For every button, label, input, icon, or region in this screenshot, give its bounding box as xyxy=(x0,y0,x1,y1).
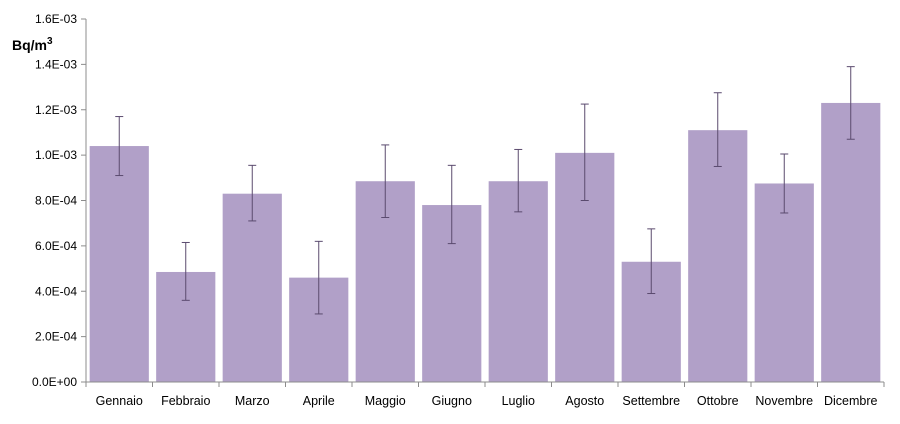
x-tick-label-febbraio: Febbraio xyxy=(161,394,210,408)
y-axis-unit-text: Bq/m xyxy=(12,37,47,53)
y-tick-label: 1.0E-03 xyxy=(35,148,77,162)
x-tick-label-luglio: Luglio xyxy=(502,394,535,408)
error-bar-dicembre xyxy=(846,66,855,140)
error-bar-febbraio xyxy=(181,241,190,301)
x-tick-label-dicembre: Dicembre xyxy=(824,394,878,408)
x-tick-label-ottobre: Ottobre xyxy=(697,394,739,408)
error-bar-gennaio xyxy=(115,116,124,177)
x-tick-label-gennaio: Gennaio xyxy=(96,394,143,408)
error-bar-ottobre xyxy=(713,92,722,167)
bar-gennaio xyxy=(89,146,149,382)
bar-dicembre xyxy=(821,102,881,382)
x-tick-label-agosto: Agosto xyxy=(565,394,604,408)
x-tick-label-marzo: Marzo xyxy=(235,394,270,408)
x-tick-label-maggio: Maggio xyxy=(365,394,406,408)
error-bar-giugno xyxy=(447,164,456,245)
y-axis-unit-label: Bq/m3 xyxy=(12,36,53,53)
error-bar-novembre xyxy=(780,153,789,214)
error-bar-maggio xyxy=(381,144,390,219)
y-tick-labels: 0.0E+00 2.0E-04 4.0E-04 6.0E-04 8.0E-04 1.0E-… xyxy=(32,12,77,389)
bar-luglio xyxy=(488,181,548,382)
bar-ottobre xyxy=(688,130,748,382)
y-tick-label: 1.4E-03 xyxy=(35,57,77,71)
y-tick-label: 1.2E-03 xyxy=(35,103,77,117)
error-bar-luglio xyxy=(514,148,523,213)
error-bars-group xyxy=(115,66,855,315)
x-tick-label-aprile: Aprile xyxy=(303,394,335,408)
error-bar-agosto xyxy=(580,103,589,201)
bars-group xyxy=(89,102,881,382)
y-tick-label: 2.0E-04 xyxy=(35,330,77,344)
y-tick-label: 4.0E-04 xyxy=(35,284,77,298)
error-bar-settembre xyxy=(647,228,656,295)
y-tick-label: 8.0E-04 xyxy=(35,194,77,208)
y-tick-label: 1.6E-03 xyxy=(35,12,77,26)
error-bar-aprile xyxy=(314,240,323,315)
bar-marzo xyxy=(222,193,282,382)
x-tick-label-novembre: Novembre xyxy=(755,394,813,408)
y-axis-unit-superscript: 3 xyxy=(47,36,53,47)
error-bar-marzo xyxy=(248,164,257,222)
x-tick-label-giugno: Giugno xyxy=(432,394,472,408)
x-tick-labels: Gennaio Febbraio Marzo Aprile Maggio Giugno Lu… xyxy=(96,394,878,408)
x-tick-label-settembre: Settembre xyxy=(622,394,680,408)
y-tick-label: 0.0E+00 xyxy=(32,375,77,389)
bar-novembre xyxy=(754,183,814,382)
axes-group xyxy=(81,18,885,387)
y-tick-label: 6.0E-04 xyxy=(35,239,77,253)
